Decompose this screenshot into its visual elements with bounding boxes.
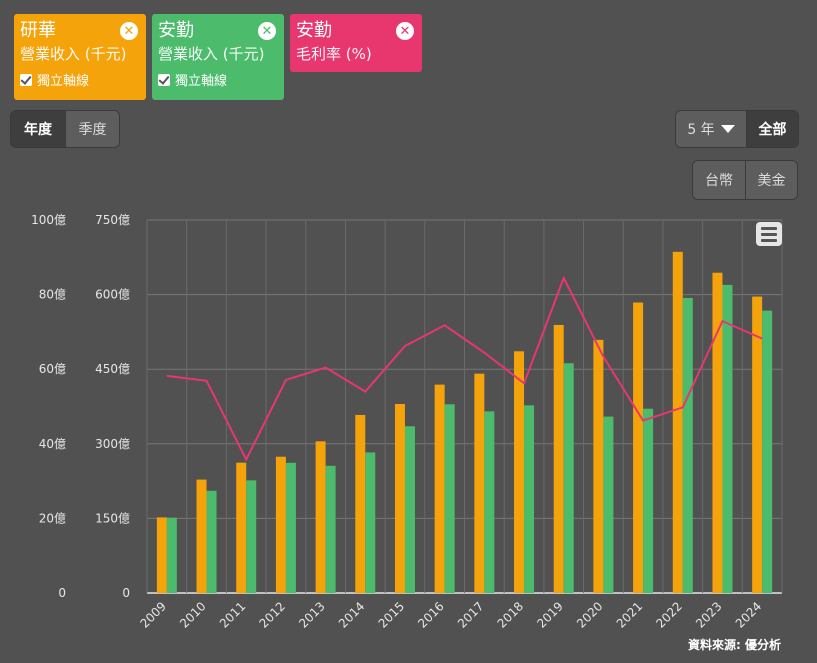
bar-advantech-revenue xyxy=(355,414,366,593)
x-axis-tick-label: 2020 xyxy=(574,599,605,630)
x-axis-tick-label: 2017 xyxy=(455,599,486,630)
currency-toggle: 台幣 美金 xyxy=(692,160,798,200)
bar-advantech-revenue xyxy=(474,373,485,593)
x-axis-tick-label: 2019 xyxy=(534,599,565,630)
independent-axis-checkbox[interactable]: 獨立軸線 xyxy=(20,70,140,89)
close-icon[interactable]: ✕ xyxy=(120,22,138,40)
y-axis-tick-label-2: 600億 xyxy=(95,288,130,302)
range-selector: 5 年 全部 xyxy=(675,110,799,148)
y-axis-tick-label-2: 750億 xyxy=(95,213,130,227)
bar-avalue-revenue xyxy=(365,452,376,593)
line-avalue-gross-margin xyxy=(166,275,763,462)
independent-axis-label: 獨立軸線 xyxy=(37,74,90,89)
y-axis-tick-label-2: 0 xyxy=(122,586,130,600)
bar-avalue-revenue xyxy=(722,284,733,593)
bar-avalue-revenue xyxy=(246,480,257,593)
x-axis-tick-label: 2018 xyxy=(495,599,526,630)
all-range-button[interactable]: 全部 xyxy=(746,111,798,147)
bar-avalue-revenue xyxy=(325,465,336,593)
bar-avalue-revenue xyxy=(643,408,654,593)
bar-advantech-revenue xyxy=(275,456,286,593)
bar-avalue-revenue xyxy=(762,310,773,593)
y-axis-tick-label-1: 40億 xyxy=(39,437,66,451)
chart-menu-icon[interactable] xyxy=(756,222,782,246)
bar-advantech-revenue xyxy=(514,351,525,593)
legend-series-name: 研華 xyxy=(20,20,56,41)
bar-advantech-revenue xyxy=(633,302,644,593)
x-axis-tick-label: 2010 xyxy=(177,599,208,630)
bar-avalue-revenue xyxy=(682,297,693,593)
close-icon[interactable]: ✕ xyxy=(396,22,414,40)
bar-advantech-revenue xyxy=(672,251,683,593)
y-axis-tick-label-1: 80億 xyxy=(39,288,66,302)
years-dropdown-label: 5 年 xyxy=(687,122,715,138)
x-axis-tick-label: 2011 xyxy=(217,599,248,630)
x-axis-tick-label: 2009 xyxy=(137,599,168,630)
x-axis-tick-label: 2021 xyxy=(614,599,645,630)
data-source-label: 資料來源: 優分析 xyxy=(688,638,781,652)
y-axis-tick-label-2: 150億 xyxy=(95,511,130,525)
x-axis-tick-label: 2012 xyxy=(257,599,288,630)
caret-down-icon xyxy=(720,125,735,133)
independent-axis-label: 獨立軸線 xyxy=(175,74,228,89)
y-axis-tick-label-1: 20億 xyxy=(39,511,66,525)
checkbox-checked-icon[interactable] xyxy=(158,73,170,86)
bar-advantech-revenue xyxy=(712,272,723,593)
twd-button[interactable]: 台幣 xyxy=(693,161,745,199)
x-axis-tick-label: 2013 xyxy=(296,599,327,630)
annual-tab[interactable]: 年度 xyxy=(11,111,65,147)
legend-card-avalue-revenue[interactable]: 安勤 營業收入 (千元) 獨立軸線 ✕ xyxy=(152,14,284,100)
x-axis-tick-label: 2022 xyxy=(653,599,684,630)
bar-avalue-revenue xyxy=(484,411,495,593)
bar-avalue-revenue xyxy=(563,363,574,593)
bar-avalue-revenue xyxy=(603,416,614,593)
legend-metric-label: 營業收入 (千元) xyxy=(20,45,127,63)
legend-metric-label: 毛利率 (%) xyxy=(296,45,372,63)
usd-button[interactable]: 美金 xyxy=(745,161,797,199)
bar-avalue-revenue xyxy=(444,404,455,593)
x-axis-tick-label: 2024 xyxy=(733,599,764,630)
bar-avalue-revenue xyxy=(166,517,177,593)
bar-avalue-revenue xyxy=(206,490,217,593)
bar-advantech-revenue xyxy=(196,479,207,593)
period-toggle: 年度 季度 xyxy=(10,110,120,148)
independent-axis-checkbox[interactable]: 獨立軸線 xyxy=(158,70,278,89)
x-axis-tick-label: 2016 xyxy=(415,599,446,630)
x-axis-tick-label: 2014 xyxy=(336,599,367,630)
bar-advantech-revenue xyxy=(156,517,167,593)
legend-metric-label: 營業收入 (千元) xyxy=(158,45,265,63)
x-axis-tick-label: 2023 xyxy=(693,599,724,630)
checkbox-checked-icon[interactable] xyxy=(20,73,32,86)
bar-advantech-revenue xyxy=(315,441,326,593)
close-icon[interactable]: ✕ xyxy=(258,22,276,40)
y-axis-tick-label-2: 450億 xyxy=(95,362,130,376)
y-axis-tick-label-1: 100億 xyxy=(31,213,66,227)
y-axis-tick-label-2: 300億 xyxy=(95,437,130,451)
bar-avalue-revenue xyxy=(285,462,296,593)
quarterly-tab[interactable]: 季度 xyxy=(65,111,119,147)
bar-advantech-revenue xyxy=(593,339,604,593)
years-dropdown[interactable]: 5 年 xyxy=(676,111,746,147)
legend-series-name: 安勤 xyxy=(158,20,194,41)
bar-advantech-revenue xyxy=(434,384,445,593)
y-axis-tick-label-1: 60億 xyxy=(39,362,66,376)
legend-card-advantech-revenue[interactable]: 研華 營業收入 (千元) 獨立軸線 ✕ xyxy=(14,14,146,100)
x-axis-tick-label: 2015 xyxy=(376,599,407,630)
bar-advantech-revenue xyxy=(236,462,247,593)
bar-advantech-revenue xyxy=(553,324,564,593)
y-axis-tick-label-1: 0 xyxy=(58,586,66,600)
legend-card-avalue-gross-margin[interactable]: 安勤 毛利率 (%) ✕ xyxy=(290,14,422,72)
bar-avalue-revenue xyxy=(524,405,535,593)
legend-series-name: 安勤 xyxy=(296,20,332,41)
bar-advantech-revenue xyxy=(394,404,405,593)
bar-advantech-revenue xyxy=(752,296,763,593)
bar-avalue-revenue xyxy=(404,426,415,593)
